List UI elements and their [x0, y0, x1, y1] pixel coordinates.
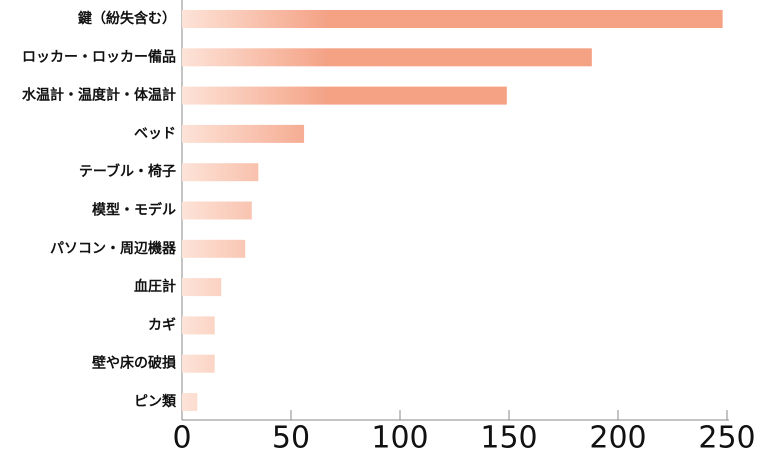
x-tick-label: 250 [698, 421, 755, 453]
x-tick-label: 0 [172, 421, 191, 453]
x-tick-label: 100 [371, 421, 428, 453]
bar [182, 124, 305, 143]
bar [182, 239, 246, 258]
bar [182, 393, 198, 411]
y-tick-label: パソコン・周辺機器 [50, 240, 177, 257]
y-tick-label: カギ [148, 316, 176, 333]
y-tick-label: テーブル・椅子 [79, 163, 176, 180]
bar [182, 86, 507, 105]
y-tick-label: 壁や床の破損 [92, 355, 177, 372]
bar [182, 354, 215, 373]
bar [182, 48, 592, 67]
bar [182, 163, 259, 182]
y-tick-label: ベッド [134, 126, 176, 142]
bar [182, 201, 252, 220]
x-tick-label: 150 [480, 421, 537, 453]
bar [182, 316, 215, 335]
y-tick-label: 鍵（紛失含む） [78, 10, 176, 27]
y-tick-label: ピン類 [134, 394, 177, 410]
x-tick-label: 50 [272, 421, 310, 453]
bar [182, 10, 723, 28]
y-tick-label: 血圧計 [134, 278, 176, 295]
y-tick-label: 水温計・温度計・体温計 [22, 87, 176, 104]
x-tick-label: 200 [589, 421, 646, 453]
y-tick-label: 模型・モデル [92, 202, 176, 219]
y-tick-label: ロッカー・ロッカー備品 [22, 48, 176, 65]
bar [182, 278, 222, 297]
